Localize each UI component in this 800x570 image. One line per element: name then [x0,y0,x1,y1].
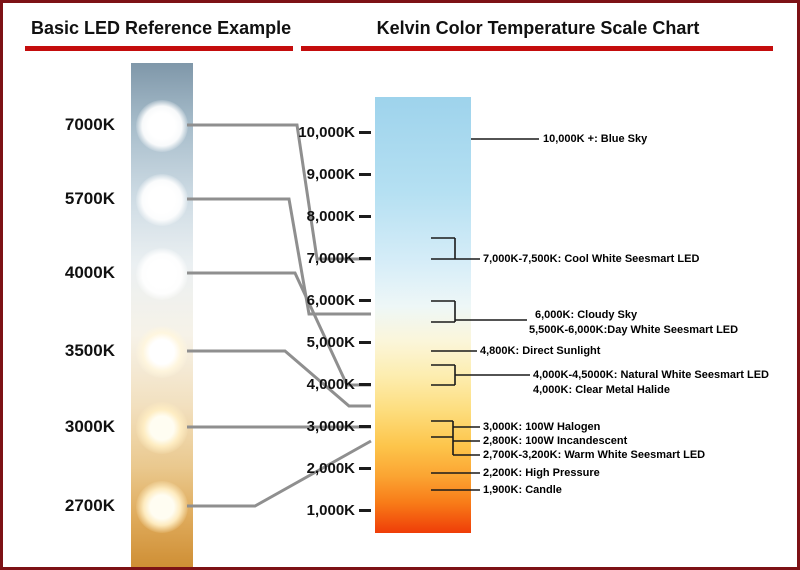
annotation-warm-white-led: 2,700K-3,200K: Warm White Seesmart LED [483,449,706,461]
led-bulb-7000k [136,100,188,152]
annotation-incandescent: 2,800K: 100W Incandescent [483,435,628,447]
scale-tick-4000k [359,383,371,386]
scale-label-8000k: 8,000K [306,208,355,225]
scale-tick-2000k [359,467,371,470]
scale-tick-7000k [359,257,371,260]
scale-label-5000k: 5,000K [306,334,355,351]
scale-tick-8000k [359,215,371,218]
kelvin-gradient-bar [375,97,471,533]
led-bulb-4000k [136,248,188,300]
scale-label-10000k: 10,000K [298,124,355,141]
scale-tick-10000k [359,131,371,134]
led-label-4000k: 4000K [64,263,115,282]
led-label-3500k: 3500K [64,341,115,360]
annotation-high-pressure: 2,200K: High Pressure [483,467,600,479]
scale-tick-9000k [359,173,371,176]
annotation-halogen: 3,000K: 100W Halogen [483,421,601,433]
scale-label-2000k: 2,000K [306,460,355,477]
scale-label-4000k: 4,000K [306,376,355,393]
annotation-day-white-led: 5,500K-6,000K:Day White Seesmart LED [529,324,739,336]
right-title-underline [301,46,773,51]
scale-label-7000k: 7,000K [306,250,355,267]
led-bulb-2700k [136,481,188,533]
right-panel-title: Kelvin Color Temperature Scale Chart [376,18,700,38]
led-label-2700k: 2700K [64,496,115,515]
led-bulb-3000k [136,402,188,454]
annotation-clear-metal-halide: 4,000K: Clear Metal Halide [533,384,670,396]
scale-tick-1000k [359,509,371,512]
scale-label-1000k: 1,000K [306,502,355,519]
annotation-blue-sky: 10,000K +: Blue Sky [543,133,648,145]
led-label-5700k: 5700K [64,189,115,208]
annotation-natural-white-led: 4,000K-4,5000K: Natural White Seesmart L… [533,369,769,381]
led-label-3000k: 3000K [64,417,115,436]
led-label-7000k: 7000K [64,115,115,134]
scale-label-3000k: 3,000K [306,418,355,435]
led-bulb-5700k [136,174,188,226]
annotation-candle: 1,900K: Candle [483,484,562,496]
scale-tick-6000k [359,299,371,302]
scale-tick-5000k [359,341,371,344]
scale-label-6000k: 6,000K [306,292,355,309]
scale-label-9000k: 9,000K [306,166,355,183]
left-title-underline [25,46,293,51]
led-bulb-3500k [136,326,188,378]
annotation-direct-sunlight: 4,800K: Direct Sunlight [480,345,601,357]
scale-tick-3000k [359,425,371,428]
left-panel-title: Basic LED Reference Example [31,18,292,38]
annotation-cloudy-sky: 6,000K: Cloudy Sky [535,309,638,321]
annotation-cool-white-led: 7,000K-7,500K: Cool White Seesmart LED [483,253,700,265]
